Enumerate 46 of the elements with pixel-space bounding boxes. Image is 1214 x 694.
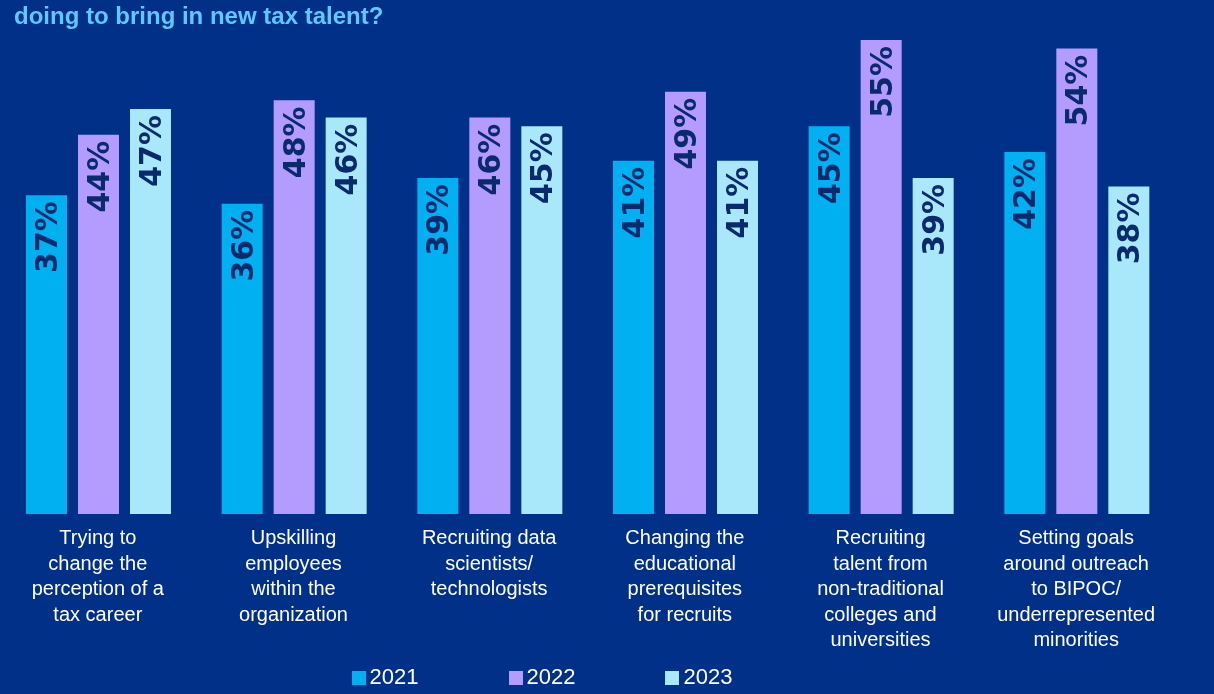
legend-label: 2021 (369, 664, 419, 689)
data-label: 39% (420, 183, 456, 256)
bar (26, 195, 67, 514)
legend-label: 2022 (526, 664, 576, 689)
data-label: 46% (472, 123, 508, 196)
bar (1056, 48, 1098, 514)
bar (417, 177, 459, 514)
chart-title: doing to bring in new tax talent? (14, 2, 384, 30)
bar (221, 203, 263, 514)
x-tick-label: Changing the educational prerequisites for recruits (625, 526, 745, 625)
data-label: 49% (668, 97, 703, 170)
x-tick-label: Recruiting talent from non-traditional colleges and universities (817, 526, 944, 650)
bar (808, 126, 850, 514)
bar (1108, 186, 1150, 514)
bar (469, 117, 511, 514)
bar (325, 117, 367, 514)
x-tick-label: Trying to change the perception of a tax career (31, 526, 165, 625)
x-tick-label: Setting goals around outreach to BIPOC/ underrepresented minorities (997, 526, 1156, 650)
bar (665, 91, 706, 514)
x-tick-label: Upskilling employees within the organization (239, 526, 348, 625)
bar (521, 126, 563, 514)
data-label: 39% (915, 183, 951, 256)
bar (860, 40, 902, 514)
data-label: 47% (133, 114, 168, 187)
data-label: 37% (29, 201, 64, 273)
data-label: 41% (720, 166, 755, 239)
data-label: 48% (276, 106, 312, 179)
data-label: 44% (81, 140, 116, 213)
legend-label: 2023 (683, 664, 733, 689)
data-label: 38% (1111, 192, 1147, 265)
data-label: 54% (1059, 54, 1095, 127)
x-tick-label: Recruiting data scientists/ technologists (421, 526, 558, 599)
data-label: 36% (224, 209, 260, 282)
data-label: 46% (328, 123, 364, 196)
data-label: 41% (616, 166, 651, 239)
data-label: 45% (811, 132, 847, 204)
bar (613, 160, 654, 514)
bar (912, 177, 954, 514)
bar (78, 134, 119, 514)
data-label: 55% (863, 46, 899, 118)
bar (130, 108, 171, 514)
bar (273, 100, 315, 514)
bar (1004, 152, 1046, 514)
data-label: 42% (1007, 158, 1043, 230)
data-label: 45% (524, 132, 560, 204)
bar (717, 160, 758, 514)
